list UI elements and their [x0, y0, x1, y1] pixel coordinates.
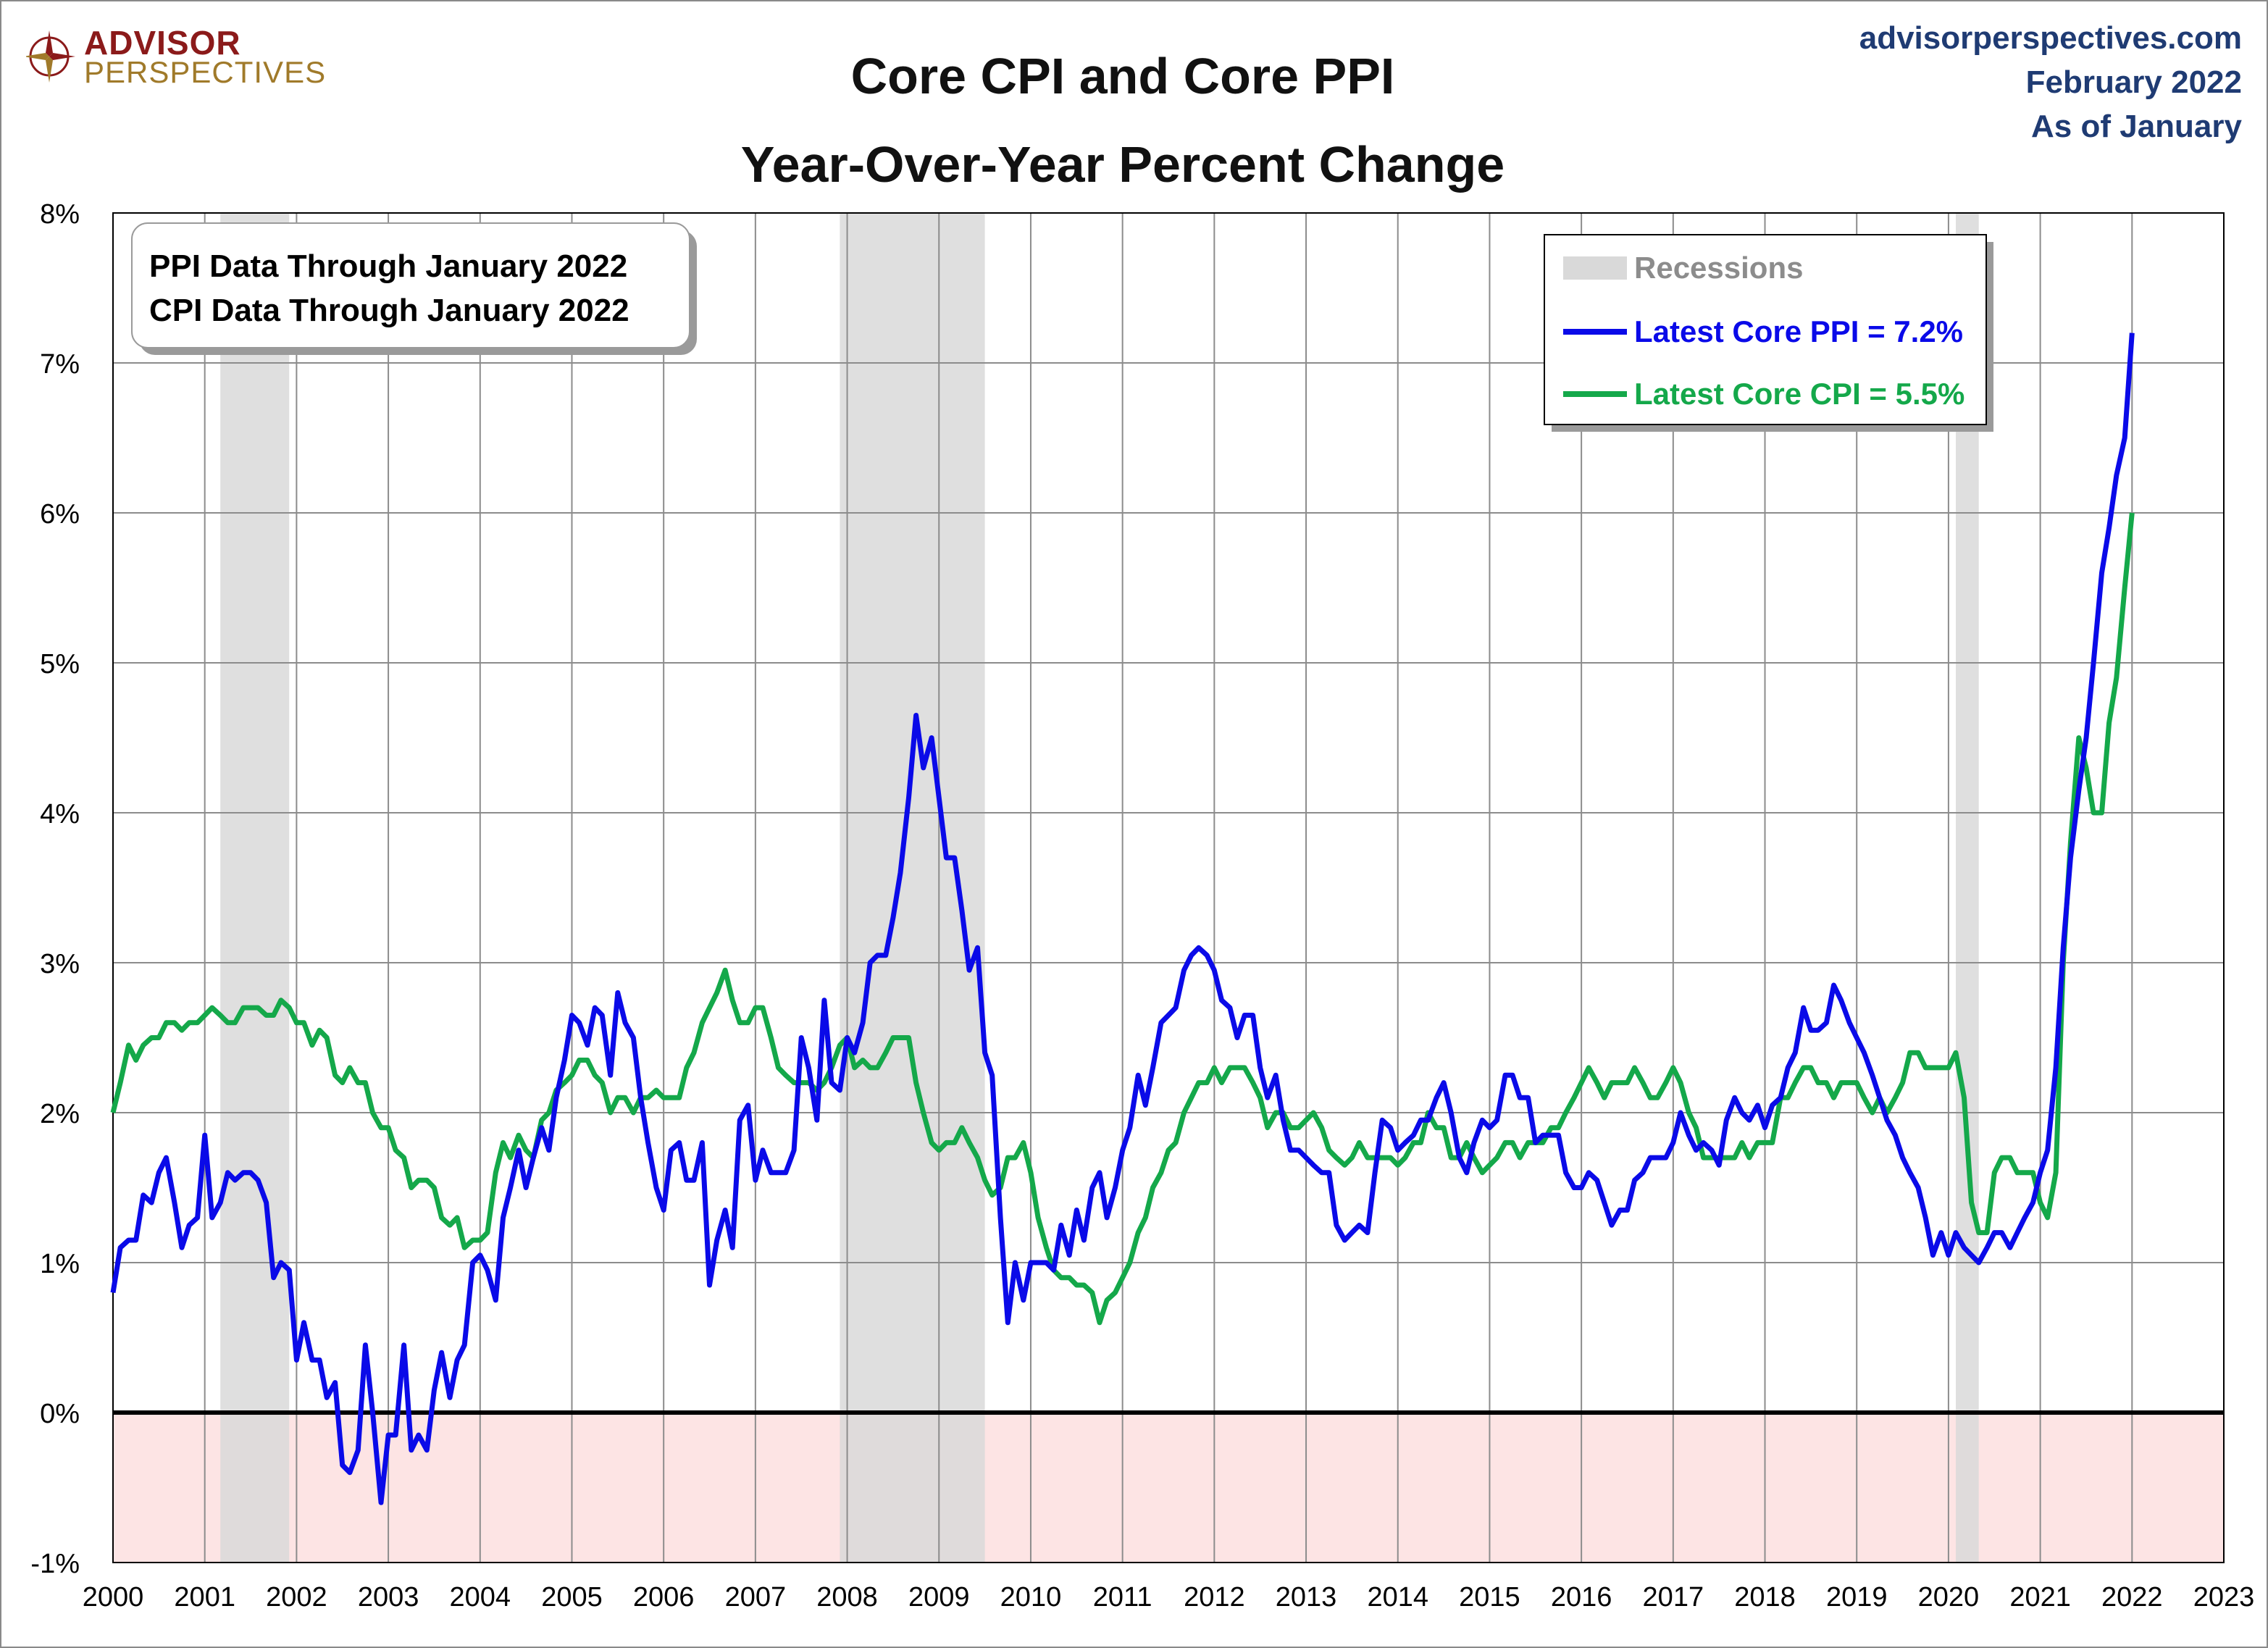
legend: Recessions Latest Core PPI = 7.2% Latest…: [1544, 234, 1993, 432]
x-tick-label: 2023: [2193, 1582, 2255, 1613]
x-tick-label: 2022: [2101, 1582, 2163, 1613]
x-tick-label: 2017: [1643, 1582, 1704, 1613]
source-site: advisorperspectives.com: [1859, 20, 2242, 56]
y-axis-ticks: -1% 0% 1% 2% 3% 4% 5% 6% 7% 8%: [30, 199, 80, 1579]
y-tick-label: 2%: [40, 1099, 80, 1129]
x-tick-label: 2005: [541, 1582, 603, 1613]
source-block: advisorperspectives.com February 2022 As…: [1859, 16, 2242, 149]
recession-band: [1956, 213, 1979, 1563]
y-tick-label: 5%: [40, 649, 80, 679]
x-tick-label: 2009: [908, 1582, 970, 1613]
x-tick-label: 2019: [1826, 1582, 1888, 1613]
x-tick-label: 2015: [1459, 1582, 1520, 1613]
y-tick-label: 7%: [40, 349, 80, 380]
legend-label-recessions: Recessions: [1634, 251, 1803, 285]
series-line-core-ppi: [110, 332, 2135, 1505]
y-tick-label: 6%: [40, 499, 80, 530]
series-line-core-cpi: [110, 512, 2135, 1326]
x-tick-label: 2010: [1000, 1582, 1062, 1613]
x-tick-label: 2013: [1276, 1582, 1337, 1613]
title-line1: Core CPI and Core PPI: [850, 48, 1395, 104]
plot-border: [112, 212, 2225, 1563]
x-tick-label: 2014: [1367, 1582, 1428, 1613]
x-tick-label: 2008: [816, 1582, 878, 1613]
x-tick-label: 2018: [1734, 1582, 1796, 1613]
source-asof: As of January: [2031, 109, 2242, 144]
advisor-perspectives-logo: ADVISOR PERSPECTIVES: [26, 22, 330, 94]
legend-label-ppi: Latest Core PPI = 7.2%: [1634, 314, 1963, 348]
chart-title: Core CPI and Core PPI Year-Over-Year Per…: [507, 32, 1738, 209]
info-box-panel: [131, 222, 690, 348]
y-tick-label: 4%: [40, 799, 80, 829]
x-tick-label: 2021: [2009, 1582, 2071, 1613]
y-tick-label: 1%: [40, 1249, 80, 1279]
compass-rose-icon: [26, 30, 75, 83]
x-tick-label: 2002: [266, 1582, 327, 1613]
info-box-line-ppi: PPI Data Through January 2022: [149, 248, 627, 284]
source-date: February 2022: [2025, 64, 2242, 100]
title-line2: Year-Over-Year Percent Change: [740, 136, 1505, 193]
x-tick-label: 2004: [450, 1582, 511, 1613]
x-axis-ticks: 2000 2001 2002 2003 2004 2005 2006 2007 2008 2009…: [83, 1582, 2255, 1613]
legend-swatch-recessions: [1563, 256, 1627, 280]
x-tick-label: 2012: [1184, 1582, 1245, 1613]
y-tick-label: 3%: [40, 949, 80, 979]
y-tick-label: -1%: [30, 1549, 80, 1579]
info-box-line-cpi: CPI Data Through January 2022: [149, 293, 629, 328]
x-tick-label: 2020: [1918, 1582, 1980, 1613]
x-tick-label: 2016: [1551, 1582, 1612, 1613]
y-tick-label: 0%: [40, 1399, 80, 1429]
recession-band: [840, 213, 985, 1563]
negative-zone-shading: [113, 1413, 2224, 1563]
x-tick-label: 2007: [725, 1582, 787, 1613]
logo-line1: ADVISOR: [84, 24, 241, 62]
info-box: PPI Data Through January 2022 CPI Data T…: [131, 222, 697, 355]
x-tick-label: 2001: [174, 1582, 235, 1613]
y-tick-label: 8%: [40, 199, 80, 230]
legend-label-cpi: Latest Core CPI = 5.5%: [1634, 377, 1964, 411]
x-tick-label: 2011: [1093, 1582, 1152, 1613]
recession-band: [220, 213, 290, 1563]
x-tick-label: 2006: [633, 1582, 695, 1613]
grid-lines: [112, 212, 2225, 1563]
logo-line2: PERSPECTIVES: [84, 55, 327, 89]
x-tick-label: 2000: [83, 1582, 144, 1613]
x-tick-label: 2003: [358, 1582, 419, 1613]
